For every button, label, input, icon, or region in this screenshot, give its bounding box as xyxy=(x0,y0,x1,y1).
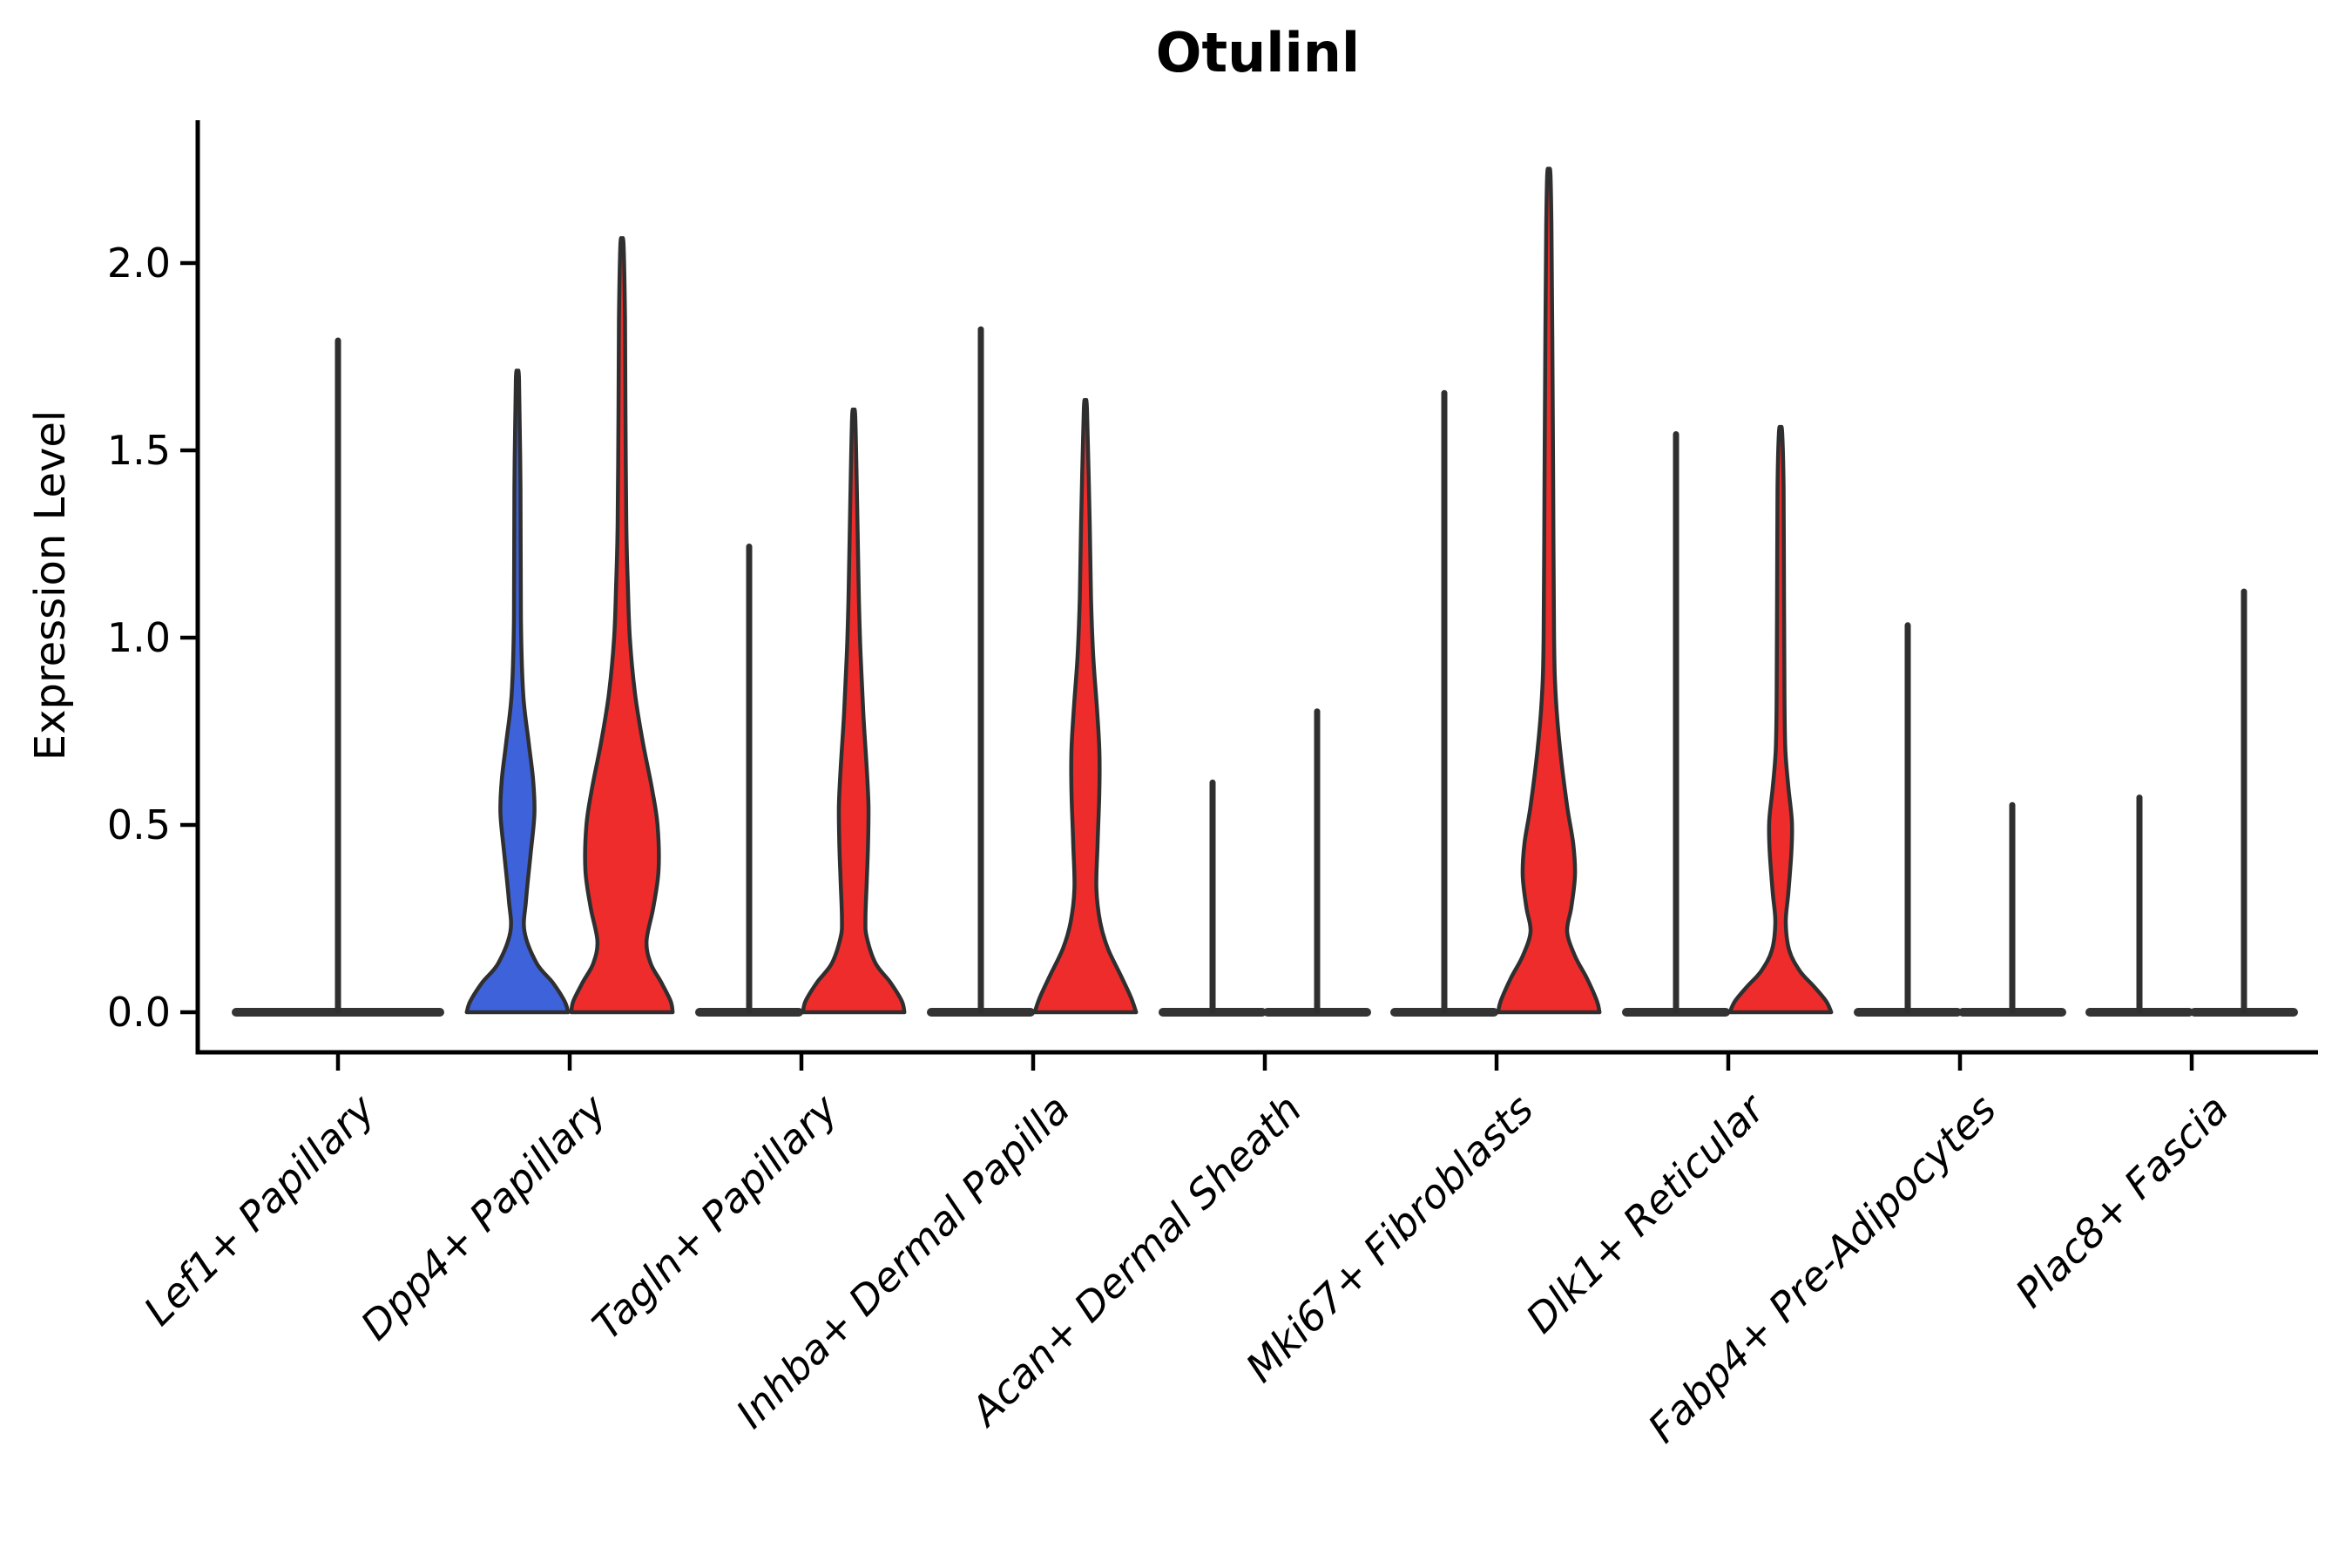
y-tick-label: 1.0 xyxy=(106,614,171,661)
y-tick-label: 0.5 xyxy=(106,801,171,848)
violin-tagln-papillary-right xyxy=(801,407,907,1015)
y-tick-label: 0.0 xyxy=(106,989,171,1036)
violin-mki67-fibroblasts-right xyxy=(1496,166,1602,1015)
y-tick-label: 2.0 xyxy=(106,240,171,287)
violin-dlk1-reticular-right xyxy=(1727,424,1834,1015)
y-tick-label: 1.5 xyxy=(106,427,171,474)
violin-dpp4-papillary-right xyxy=(569,236,675,1015)
violin-inhba-dermal-papilla-right xyxy=(1032,397,1139,1015)
violin-dpp4-papillary-left xyxy=(464,368,571,1015)
plot-title: Otulinl xyxy=(1155,21,1361,84)
